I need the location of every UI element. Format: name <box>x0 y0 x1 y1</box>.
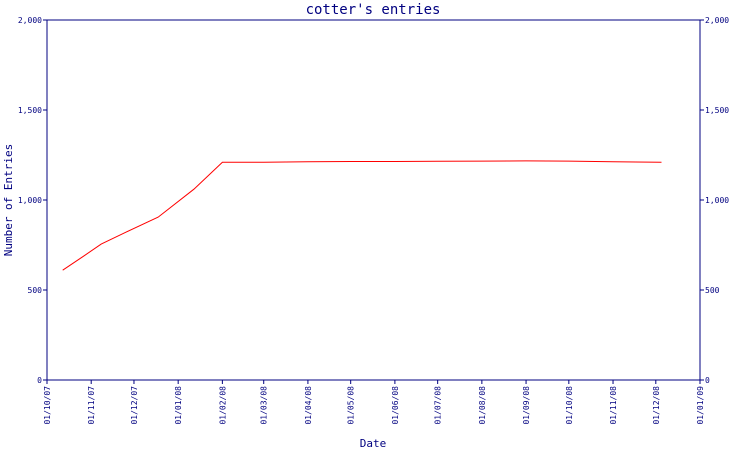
y-tick-label-left: 0 <box>37 376 42 385</box>
x-tick-label: 01/03/08 <box>260 386 269 425</box>
x-tick-label: 01/06/08 <box>391 386 400 425</box>
x-tick-label: 01/08/08 <box>478 386 487 425</box>
chart-title: cotter's entries <box>306 2 441 18</box>
series-line <box>62 160 662 271</box>
x-tick-label: 01/02/08 <box>218 386 227 425</box>
y-tick-label-right: 0 <box>705 376 710 385</box>
series-layer <box>62 160 662 271</box>
y-tick-label-left: 1,500 <box>18 106 42 115</box>
y-tick-label-right: 1,500 <box>705 106 729 115</box>
x-tick-label: 01/11/08 <box>609 386 618 425</box>
y-tick-label-left: 1,000 <box>18 196 42 205</box>
x-tick-label: 01/11/07 <box>87 386 96 425</box>
plot-frame <box>46 19 701 381</box>
y-tick-label-left: 2,000 <box>18 16 42 25</box>
x-tick-label: 01/12/07 <box>130 386 139 425</box>
x-axis-title: Date <box>360 437 387 450</box>
y-axis-left: 0 500 1,000 1,500 2,000 <box>18 16 47 385</box>
x-tick-label: 01/12/08 <box>652 386 661 425</box>
x-tick-label: 01/05/08 <box>347 386 356 425</box>
y-tick-label-right: 1,000 <box>705 196 729 205</box>
x-axis: 01/10/07 01/11/07 01/12/07 01/01/08 01/02/08… <box>43 380 705 425</box>
x-tick-label: 01/07/08 <box>434 386 443 425</box>
x-tick-label: 01/10/07 <box>43 386 52 425</box>
x-tick-label: 01/09/08 <box>522 386 531 425</box>
y-tick-label-right: 2,000 <box>705 16 729 25</box>
y-tick-label-left: 500 <box>28 286 43 295</box>
y-tick-label-right: 500 <box>705 286 720 295</box>
y-axis-right: 0 500 1,000 1,500 2,000 <box>700 16 729 385</box>
x-tick-label: 01/01/09 <box>696 386 705 425</box>
y-axis-title: Number of Entries <box>2 144 15 257</box>
x-tick-label: 01/10/08 <box>565 386 574 425</box>
x-tick-label: 01/01/08 <box>174 386 183 425</box>
x-tick-label: 01/04/08 <box>304 386 313 425</box>
